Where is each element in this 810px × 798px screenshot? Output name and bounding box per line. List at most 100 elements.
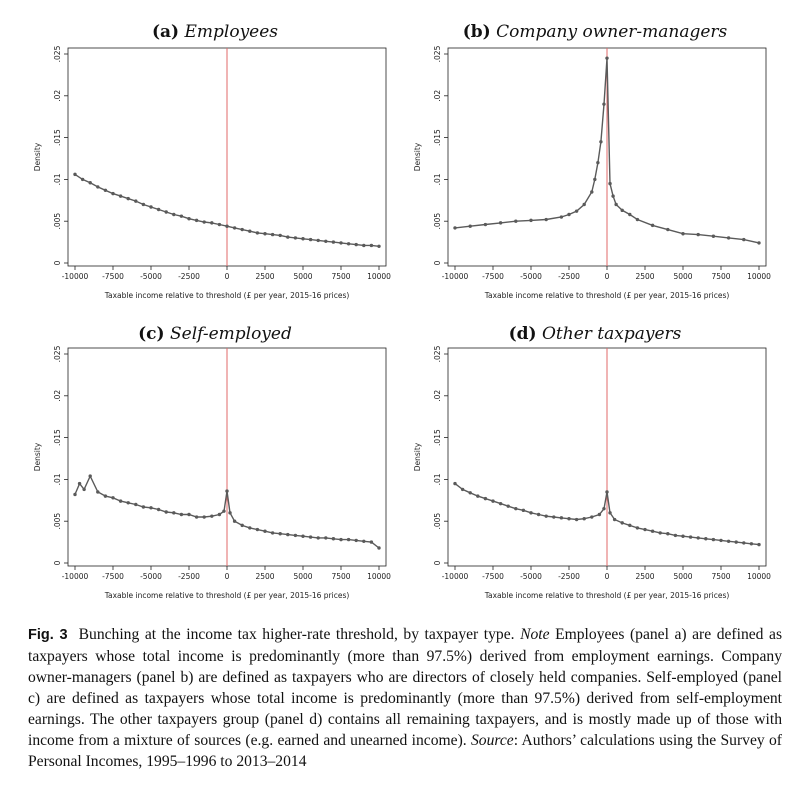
panel-d-x-tick-label: -7500 <box>482 572 504 581</box>
panel-b-data-point <box>596 160 600 165</box>
panel-a-data-point <box>301 237 305 241</box>
panel-d-data-point <box>757 542 761 547</box>
panel-c-y-tick-label: .015 <box>53 429 62 446</box>
panel-d-data-point <box>643 527 647 532</box>
panel-b-data-point <box>726 236 731 240</box>
panel-d-data-point <box>666 532 670 536</box>
panel-d-data-point <box>608 511 612 515</box>
panel-d-data-point <box>612 517 617 522</box>
caption-source-label: Source <box>471 732 514 749</box>
panel-b-data-point <box>453 226 457 230</box>
panel-a-data-point <box>194 218 199 223</box>
panel-d-data-point <box>673 533 678 538</box>
panel-b-x-tick-label: 5000 <box>673 272 692 281</box>
panel-a-data-point <box>286 235 290 239</box>
panel-d-data-point <box>635 526 640 530</box>
panel-a-x-tick-label: -5000 <box>140 272 162 281</box>
panel-a-data-point <box>240 227 244 232</box>
panel-d-data-point <box>650 529 655 533</box>
panel-c-data-point <box>369 540 374 544</box>
panel-d-data-point <box>453 481 457 486</box>
panel-c-x-tick-label: 0 <box>225 572 230 581</box>
panel-b-x-tick-label: 10000 <box>747 272 771 281</box>
caption-text-3: : Authors’ calculations using the Survey… <box>28 732 782 770</box>
panel-a-data-point <box>164 210 168 214</box>
panel-a-data-point <box>210 221 214 225</box>
panel-d-data-point <box>620 521 624 525</box>
panel-a-x-tick-label: -10000 <box>62 272 89 281</box>
panel-c-data-point <box>149 506 153 510</box>
panel-a-data-point <box>134 199 138 203</box>
panel-a-data-point <box>80 177 85 182</box>
panel-a-x-tick-label: 5000 <box>293 272 312 281</box>
panel-d-x-tick-label: 7500 <box>711 572 730 581</box>
panel-a-data-point <box>248 229 252 233</box>
panel-d-y-tick-label: .005 <box>433 513 442 530</box>
panel-d-data-point <box>559 516 564 520</box>
panel-c-y-tick-label: .01 <box>53 473 62 485</box>
panel-b-data-point <box>593 177 597 182</box>
figure-label: Fig. 3 <box>28 627 68 643</box>
panel-a-data-point <box>96 185 100 189</box>
panel-a-data-point <box>324 239 328 243</box>
panel-c-x-tick-label: 2500 <box>255 572 274 581</box>
panel-c-data-point <box>141 505 146 509</box>
panel-d-data-point <box>597 512 602 517</box>
panel-a-data-point <box>255 231 260 235</box>
panel-a-data-point <box>118 194 123 198</box>
panel-d-y-tick-label: .01 <box>433 473 442 485</box>
panel-a-data-point <box>369 243 374 248</box>
panel-b-y-tick-label: .02 <box>433 90 442 102</box>
panel-d: (d) Other taxpayers 0 .005 .01 .015 .02 .025 -… <box>413 324 771 600</box>
panel-d-x-axis-label: Taxable income relative to threshold (£ … <box>484 591 730 600</box>
panel-a-data-point <box>263 232 267 236</box>
panel-c-data-point <box>77 481 82 486</box>
panel-c-y-axis-label: Density <box>33 442 42 471</box>
panel-a-x-tick-label: 2500 <box>255 272 274 281</box>
panel-c-x-tick-label: -7500 <box>102 572 124 581</box>
panel-a-x-axis-label: Taxable income relative to threshold (£ … <box>104 291 350 300</box>
panel-c-data-point <box>263 529 267 533</box>
panel-d-data-point <box>544 514 548 518</box>
panel-b-y-tick-label: .01 <box>433 173 442 185</box>
panel-c-data-point <box>232 519 237 523</box>
panel-d-y-axis-label: Density <box>413 442 422 471</box>
panel-d-data-point <box>605 490 609 494</box>
panel-c-data-point <box>248 526 252 530</box>
panel-c-y-tick-label: .02 <box>53 390 62 402</box>
panel-a-data-point <box>141 202 146 207</box>
panel-b-data-point <box>614 202 618 207</box>
panel-b-data-point <box>468 224 472 228</box>
caption-text-1: Bunching at the income tax higher-rate t… <box>78 626 515 643</box>
panel-b-x-tick-label: 7500 <box>711 272 730 281</box>
panel-a-data-point <box>270 232 275 237</box>
panel-d-data-point <box>719 538 723 543</box>
panel-c-title: (c) Self-employed <box>138 324 292 344</box>
panel-c-x-tick-label: 7500 <box>331 572 350 581</box>
panel-a-data-point <box>232 226 237 230</box>
panel-b-y-tick-label: 0 <box>433 260 442 265</box>
panel-c-data-point <box>222 509 226 513</box>
panel-b-data-point <box>681 232 685 236</box>
panel-d-x-tick-label: 0 <box>605 572 610 581</box>
panel-d-data-point <box>476 494 480 498</box>
panel-a-y-tick-label: .02 <box>53 90 62 102</box>
panel-b-data-point <box>590 190 594 194</box>
panel-c-data-point <box>225 489 229 493</box>
panel-c-data-point <box>134 502 138 507</box>
panel-b-data-point <box>742 237 746 242</box>
panel-a-data-point <box>362 243 366 248</box>
panel-d-x-tick-label: -5000 <box>520 572 542 581</box>
panel-c-data-point <box>126 501 130 505</box>
panel-d-data-point <box>521 508 526 513</box>
panel-c-data-point <box>82 487 86 492</box>
panel-c-x-tick-label: -10000 <box>62 572 89 581</box>
panel-d-data-point <box>529 511 533 515</box>
panel-c-x-tick-label: 10000 <box>367 572 391 581</box>
panel-d-data-point <box>582 516 586 521</box>
panel-b-y-tick-label: .015 <box>433 129 442 146</box>
panel-a-y-axis-label: Density <box>33 142 42 171</box>
panel-b-x-tick-label: -5000 <box>520 272 542 281</box>
panel-d-data-point <box>590 515 594 519</box>
panel-a-data-point <box>126 196 130 201</box>
